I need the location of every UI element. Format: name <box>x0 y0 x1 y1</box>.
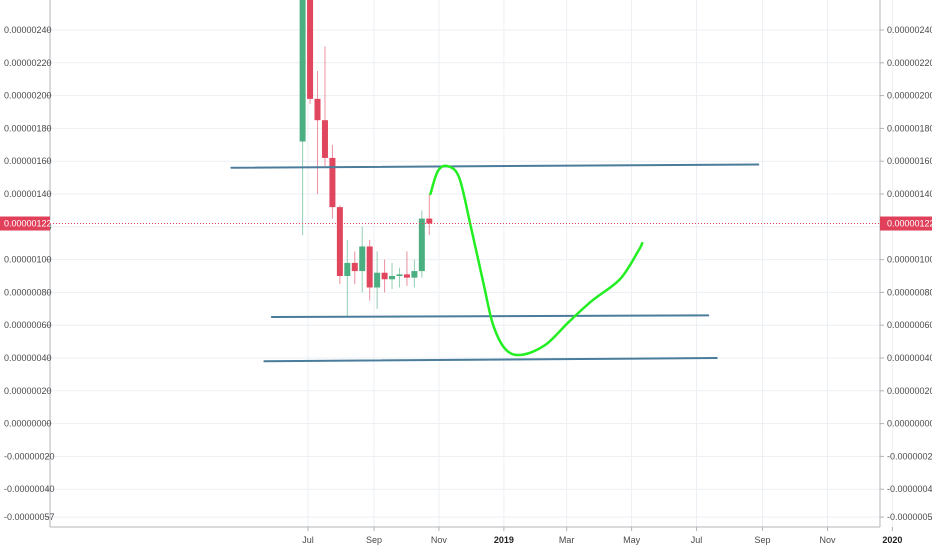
grid <box>50 0 893 527</box>
candle-body <box>307 0 314 99</box>
left-tick-label: 0.00000080 <box>4 287 52 297</box>
right-price-label: 0.00000122 <box>887 219 932 229</box>
candle-body <box>366 246 373 288</box>
time-axis: Jul Sep Nov 2019 Mar May Jul Sep Nov 2020 <box>50 526 902 545</box>
left-tick-label: 0.00000180 <box>4 123 52 133</box>
candle-body <box>321 120 328 158</box>
candle-body <box>426 218 433 224</box>
candle <box>411 259 418 288</box>
candle-body <box>299 0 306 142</box>
candle-body <box>374 272 381 288</box>
left-tick-label: 0.00000040 <box>4 353 52 363</box>
time-tick-label: Sep <box>366 535 382 545</box>
candle-body <box>336 207 343 276</box>
candle-body <box>418 218 425 272</box>
candle-body <box>389 276 396 280</box>
time-tick-label: Nov <box>819 535 836 545</box>
candle-body <box>396 274 403 276</box>
candle <box>344 239 351 317</box>
freehand-curve[interactable] <box>429 164 644 357</box>
right-tick-label: 0.00000080 <box>887 287 932 297</box>
time-tick-label: 2020 <box>882 535 902 545</box>
candle-body <box>411 271 418 278</box>
left-tick-label: 0.00000220 <box>4 58 52 68</box>
left-tick-label: 0.00000000 <box>4 419 52 429</box>
candle <box>307 0 314 104</box>
right-tick-label: 0.00000000 <box>887 419 932 429</box>
candle-body <box>344 262 351 276</box>
candle <box>299 0 306 235</box>
left-tick-label: -0.00000020 <box>4 451 55 461</box>
right-tick-label: 0.00000020 <box>887 386 932 396</box>
left-tick-label: -0.00000057 <box>4 512 55 522</box>
candle <box>329 144 336 219</box>
trendline[interactable] <box>263 357 718 363</box>
candles <box>299 0 433 317</box>
right-tick-label: 0.00000100 <box>887 255 932 265</box>
right-tick-label: 0.00000140 <box>887 189 932 199</box>
candle-body <box>403 274 410 278</box>
time-tick-label: Jul <box>302 535 314 545</box>
candle <box>336 205 343 285</box>
left-tick-label: 0.00000060 <box>4 320 52 330</box>
time-tick-label: Nov <box>431 535 448 545</box>
candle <box>381 259 388 293</box>
left-tick-label: 0.00000200 <box>4 91 52 101</box>
right-tick-label: -0.00000040 <box>887 484 932 494</box>
candle-body <box>351 262 358 272</box>
left-tick-label: 0.00000160 <box>4 156 52 166</box>
left-tick-label: 0.00000100 <box>4 255 52 265</box>
candle <box>314 71 321 194</box>
candle-body <box>359 246 366 272</box>
candle-body <box>381 272 388 280</box>
right-price-axis: 0.00000240 0.00000220 0.00000200 0.00000180… <box>879 0 932 527</box>
candle <box>403 251 410 286</box>
candle <box>359 226 366 293</box>
freehand-drawing[interactable] <box>429 164 644 357</box>
right-tick-label: 0.00000220 <box>887 58 932 68</box>
candle <box>351 251 358 285</box>
right-tick-label: 0.00000160 <box>887 156 932 166</box>
right-tick-label: 0.00000240 <box>887 25 932 35</box>
candle <box>374 251 381 309</box>
time-tick-label: May <box>623 535 641 545</box>
time-tick-label: Jul <box>691 535 703 545</box>
candle <box>321 46 328 167</box>
time-tick-label: Mar <box>559 535 575 545</box>
right-tick-label: -0.00000020 <box>887 451 932 461</box>
candle <box>396 267 403 288</box>
candle <box>426 194 433 235</box>
left-price-axis: 0.00000240 0.00000220 0.00000200 0.00000180… <box>4 0 55 527</box>
right-tick-label: 0.00000200 <box>887 91 932 101</box>
right-tick-label: 0.00000040 <box>887 353 932 363</box>
left-tick-label: 0.00000240 <box>4 25 52 35</box>
candle-body <box>314 98 321 121</box>
right-tick-label: 0.00000180 <box>887 123 932 133</box>
time-tick-label: Sep <box>755 535 771 545</box>
left-price-badge <box>0 216 50 231</box>
trendline[interactable] <box>230 163 760 169</box>
right-tick-label: 0.00000060 <box>887 320 932 330</box>
time-tick-label: 2019 <box>494 535 514 545</box>
right-price-badge <box>880 216 932 231</box>
left-price-label: 0.00000122 <box>4 219 52 229</box>
candle <box>389 262 396 290</box>
candle-body <box>329 157 336 208</box>
candle <box>366 239 373 301</box>
right-tick-label: -0.00000057 <box>887 512 932 522</box>
candle <box>418 210 425 278</box>
current-price-line: 0.00000122 0.00000122 <box>0 216 932 231</box>
left-tick-label: 0.00000020 <box>4 386 52 396</box>
left-tick-label: 0.00000140 <box>4 189 52 199</box>
left-tick-label: -0.00000040 <box>4 484 55 494</box>
